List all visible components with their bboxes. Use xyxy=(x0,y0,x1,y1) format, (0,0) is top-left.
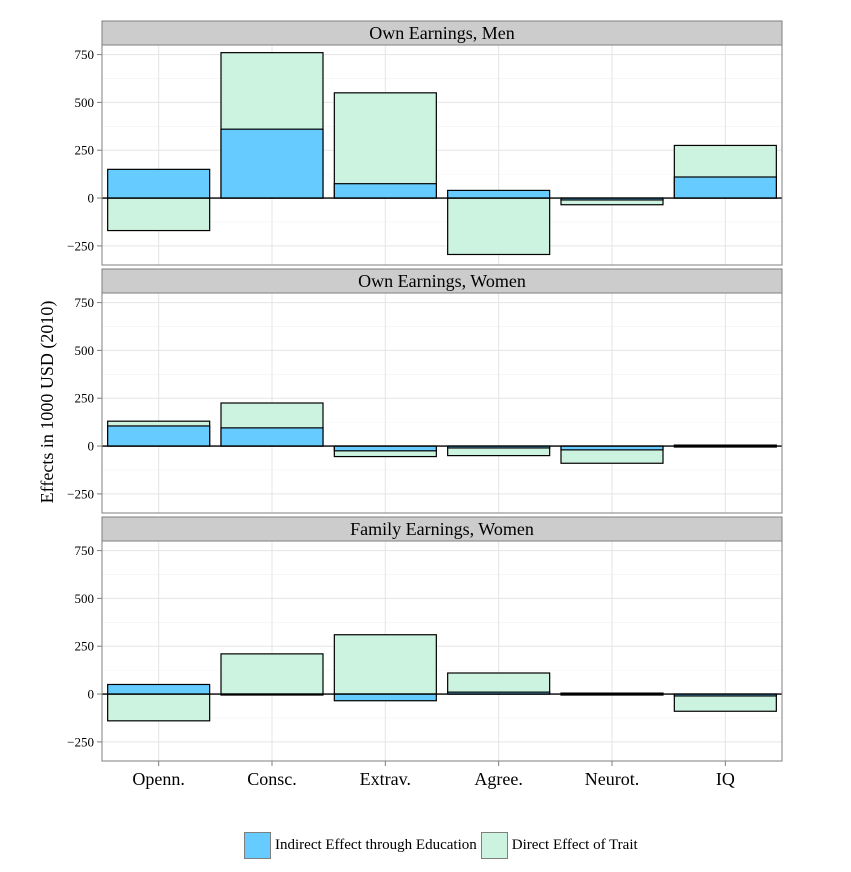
panel-strip xyxy=(101,20,783,46)
y-tick-label: 750 xyxy=(75,543,95,558)
bar-indirect-effect xyxy=(220,427,324,447)
legend: Indirect Effect through Education Direct… xyxy=(244,830,642,860)
y-tick-label: −250 xyxy=(67,734,94,749)
bar-indirect-effect xyxy=(333,445,437,452)
bar-direct-effect xyxy=(220,653,324,695)
bar-direct-effect xyxy=(447,672,551,695)
x-tick-label: IQ xyxy=(716,769,735,789)
y-tick-label: 0 xyxy=(88,687,95,702)
legend-item-direct: Direct Effect of Trait xyxy=(480,831,642,859)
panel-2: Own Earnings, Women −250 0 250 500 750 xyxy=(67,268,783,514)
legend-key-direct xyxy=(480,831,508,859)
y-tick-label: 750 xyxy=(75,47,95,62)
y-axis-label: Effects in 1000 USD (2010) xyxy=(37,301,58,504)
panel-border xyxy=(101,44,783,266)
bar-direct-effect xyxy=(673,693,777,712)
panel-3: Family Earnings, Women −250 0 250 500 750 xyxy=(67,516,783,762)
y-tick-label: 250 xyxy=(75,143,95,158)
y-tick-label: 500 xyxy=(75,95,95,110)
panel-title: Own Earnings, Men xyxy=(369,23,514,43)
y-tick-label: −250 xyxy=(67,486,94,501)
bar-indirect-effect xyxy=(107,425,211,447)
panel-border xyxy=(101,292,783,514)
x-tick-label: Agree. xyxy=(474,769,522,789)
x-tick-label: Extrav. xyxy=(360,769,411,789)
panel-background xyxy=(102,45,782,265)
legend-key-indirect xyxy=(244,831,271,859)
panel-title: Family Earnings, Women xyxy=(350,519,534,539)
bar-indirect-effect xyxy=(447,189,551,199)
y-tick-label: 250 xyxy=(75,391,95,406)
y-tick-label: 250 xyxy=(75,639,95,654)
bar-direct-effect xyxy=(107,197,211,232)
bar-direct-effect xyxy=(447,197,551,256)
bar-direct-effect xyxy=(333,92,437,199)
bar-direct-effect xyxy=(107,693,211,722)
y-tick-label: −250 xyxy=(67,238,94,253)
x-tick-label: Consc. xyxy=(247,769,297,789)
bar-indirect-effect xyxy=(673,176,777,199)
x-tick-label: Openn. xyxy=(132,769,185,789)
bar-indirect-effect xyxy=(333,183,437,199)
y-tick-label: 0 xyxy=(88,191,95,206)
y-tick-label: 500 xyxy=(75,591,95,606)
panel-strip xyxy=(101,516,783,542)
panel-border xyxy=(101,540,783,762)
panel-1: Own Earnings, Men −250 0 250 500 750 xyxy=(67,20,783,266)
legend-item-indirect: Indirect Effect through Education xyxy=(244,831,481,859)
bar-indirect-effect xyxy=(333,693,437,702)
bar-indirect-effect xyxy=(107,683,211,695)
bar-indirect-effect xyxy=(220,128,324,199)
panel-background xyxy=(102,541,782,761)
panel-title: Own Earnings, Women xyxy=(358,271,526,291)
legend-label-indirect: Indirect Effect through Education xyxy=(275,836,477,853)
legend-label-direct: Direct Effect of Trait xyxy=(511,836,638,853)
y-tick-label: 750 xyxy=(75,295,95,310)
bar-indirect-effect xyxy=(107,168,211,199)
panel-background xyxy=(102,293,782,513)
x-axis: Openn. Consc. Extrav. Agree. Neurot. IQ xyxy=(132,761,735,789)
bar-direct-effect xyxy=(333,634,437,695)
x-tick-label: Neurot. xyxy=(585,769,639,789)
y-tick-label: 500 xyxy=(75,343,95,358)
y-tick-label: 0 xyxy=(88,439,95,454)
